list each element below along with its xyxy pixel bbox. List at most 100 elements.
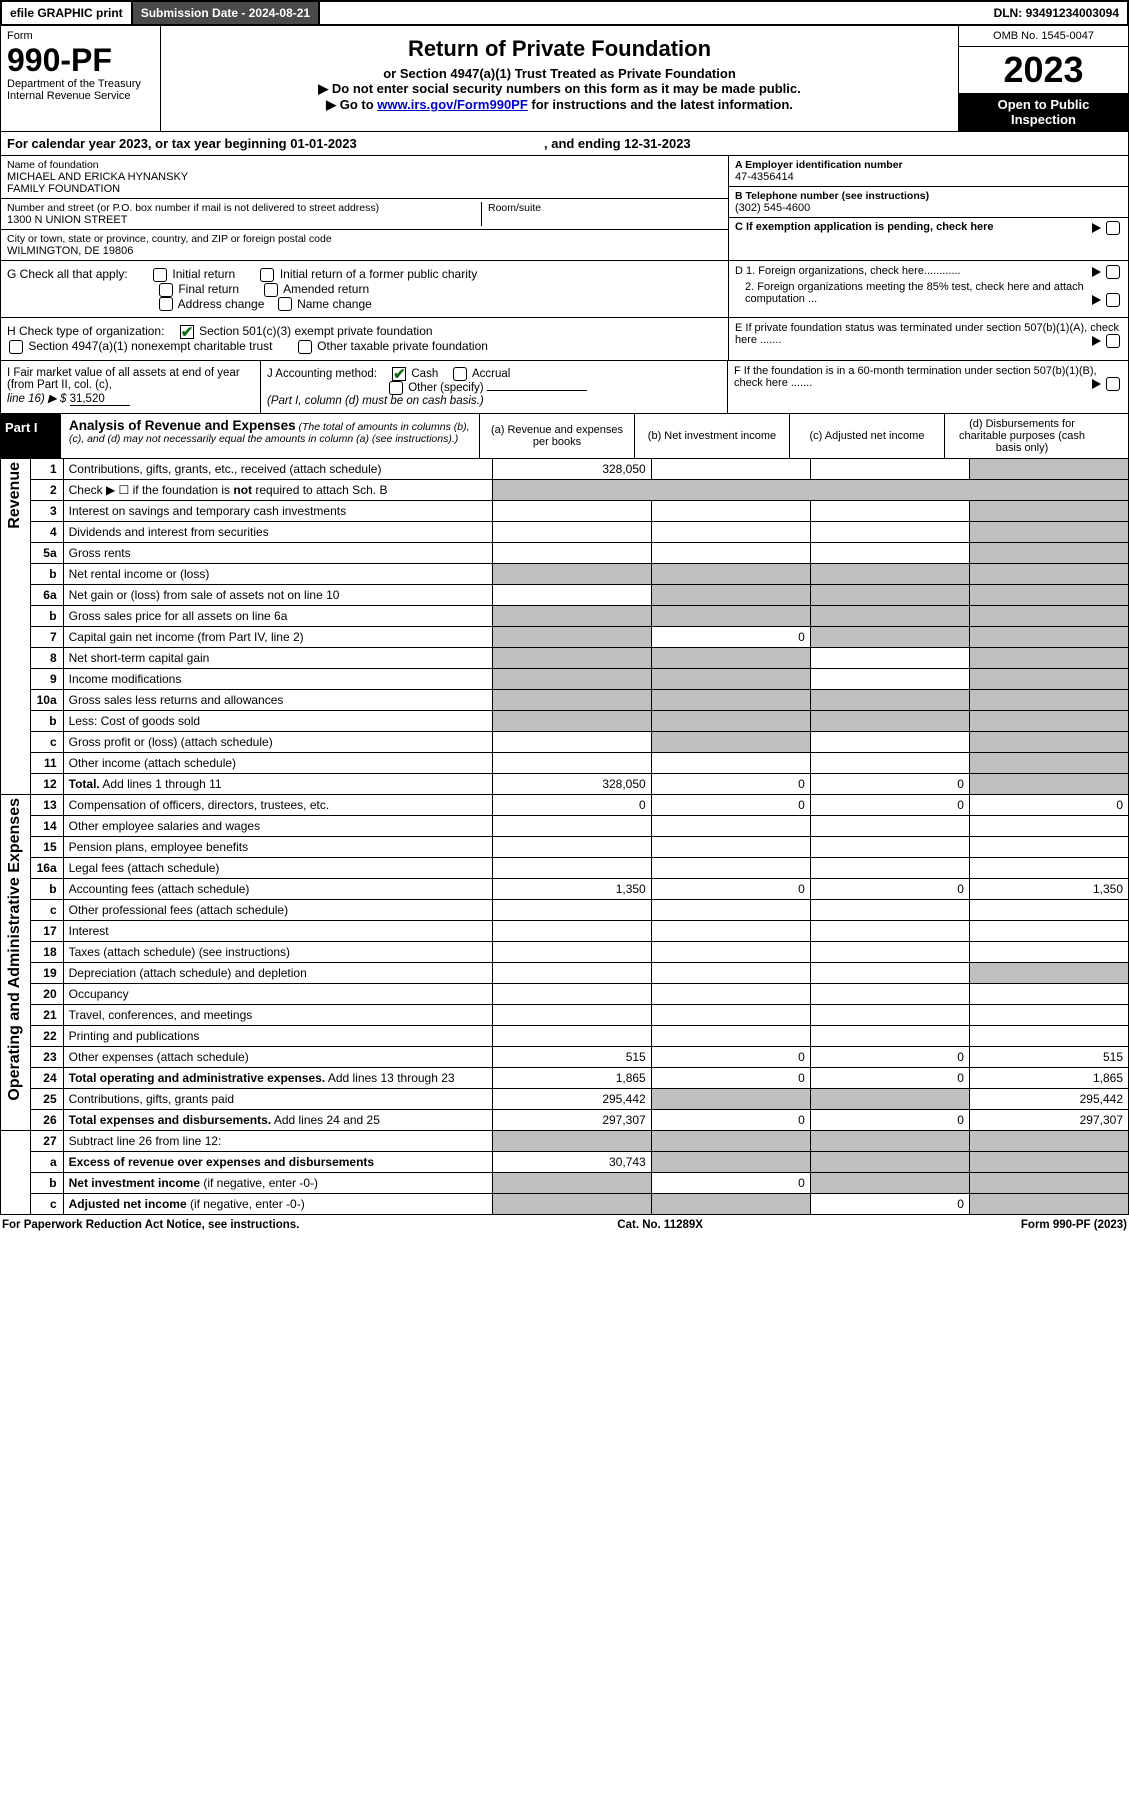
cal-pre: For calendar year 2023, or tax year begi…	[7, 136, 290, 151]
line-desc: Contributions, gifts, grants paid	[63, 1089, 492, 1110]
g-address-checkbox[interactable]	[159, 297, 173, 311]
dln-value: 93491234003094	[1026, 6, 1119, 20]
amount-cell	[492, 501, 651, 522]
line-number: 16a	[30, 858, 63, 879]
c-checkbox[interactable]	[1106, 221, 1120, 235]
header-left: Form 990-PF Department of the Treasury I…	[1, 26, 161, 131]
line-number: 7	[30, 627, 63, 648]
amount-cell	[810, 522, 969, 543]
amount-cell	[492, 900, 651, 921]
g-initial: Initial return	[172, 267, 235, 281]
g-initial-former-checkbox[interactable]	[260, 268, 274, 282]
dept-irs: Internal Revenue Service	[7, 90, 154, 102]
table-row: 6aNet gain or (loss) from sale of assets…	[1, 585, 1129, 606]
amount-cell	[651, 522, 810, 543]
line-number: 26	[30, 1110, 63, 1131]
goto-link[interactable]: www.irs.gov/Form990PF	[377, 97, 528, 112]
side-empty	[1, 1131, 31, 1215]
amount-cell: 297,307	[969, 1110, 1128, 1131]
amount-cell: 328,050	[492, 459, 651, 480]
line-desc: Other employee salaries and wages	[63, 816, 492, 837]
amount-cell	[492, 543, 651, 564]
i-label-1: I Fair market value of all assets at end…	[7, 367, 240, 391]
h-4947-checkbox[interactable]	[9, 340, 23, 354]
amount-cell	[651, 669, 810, 690]
amount-cell	[810, 543, 969, 564]
amount-cell	[810, 648, 969, 669]
amount-cell: 297,307	[492, 1110, 651, 1131]
amount-cell	[810, 942, 969, 963]
table-row: Revenue1Contributions, gifts, grants, et…	[1, 459, 1129, 480]
i-label-2: line 16) ▶ $	[7, 393, 66, 405]
amount-cell	[492, 711, 651, 732]
amount-cell: 0	[651, 1068, 810, 1089]
table-row: 8Net short-term capital gain	[1, 648, 1129, 669]
f-checkbox[interactable]	[1106, 377, 1120, 391]
g-address: Address change	[178, 297, 265, 311]
g-final-checkbox[interactable]	[159, 283, 173, 297]
part1-title-block: Part I Analysis of Revenue and Expenses …	[1, 414, 479, 458]
table-row: 24Total operating and administrative exp…	[1, 1068, 1129, 1089]
amount-cell	[969, 732, 1128, 753]
amount-cell: 0	[810, 1110, 969, 1131]
j-accrual-checkbox[interactable]	[453, 367, 467, 381]
g-final: Final return	[178, 282, 239, 296]
amount-cell	[651, 1152, 810, 1173]
amount-cell	[969, 753, 1128, 774]
h-501c3-checkbox[interactable]	[180, 325, 194, 339]
footer-right: Form 990-PF (2023)	[1021, 1219, 1127, 1231]
e-checkbox[interactable]	[1106, 334, 1120, 348]
noamt-cell	[492, 480, 1128, 501]
c-label: C If exemption application is pending, c…	[735, 221, 994, 233]
amount-cell	[492, 732, 651, 753]
amount-cell	[492, 963, 651, 984]
amount-cell	[969, 543, 1128, 564]
name-label: Name of foundation	[7, 159, 722, 171]
amount-cell	[810, 1152, 969, 1173]
d1-checkbox[interactable]	[1106, 265, 1120, 279]
line-desc: Excess of revenue over expenses and disb…	[63, 1152, 492, 1173]
line-number: 22	[30, 1026, 63, 1047]
efile-print-button[interactable]: efile GRAPHIC print	[2, 2, 133, 24]
amount-cell: 1,865	[969, 1068, 1128, 1089]
line-number: 19	[30, 963, 63, 984]
side-label: Revenue	[6, 462, 24, 529]
amount-cell	[492, 1194, 651, 1215]
col-d-header: (d) Disbursements for charitable purpose…	[944, 414, 1099, 458]
g-name-checkbox[interactable]	[278, 297, 292, 311]
g-initial-checkbox[interactable]	[153, 268, 167, 282]
line-desc: Legal fees (attach schedule)	[63, 858, 492, 879]
amount-cell: 0	[810, 1047, 969, 1068]
amount-cell	[651, 921, 810, 942]
line-desc: Other income (attach schedule)	[63, 753, 492, 774]
amount-cell: 1,350	[969, 879, 1128, 900]
i-section: I Fair market value of all assets at end…	[1, 361, 261, 413]
table-row: bGross sales price for all assets on lin…	[1, 606, 1129, 627]
tel-cell: B Telephone number (see instructions) (3…	[729, 187, 1128, 218]
amount-cell	[810, 816, 969, 837]
amount-cell: 0	[492, 795, 651, 816]
line-desc: Total. Add lines 1 through 11	[63, 774, 492, 795]
table-row: Operating and Administrative Expenses13C…	[1, 795, 1129, 816]
line-number: 20	[30, 984, 63, 1005]
table-row: 15Pension plans, employee benefits	[1, 837, 1129, 858]
d1-row: D 1. Foreign organizations, check here..…	[735, 265, 1122, 277]
g-amended-checkbox[interactable]	[264, 283, 278, 297]
h-other-checkbox[interactable]	[298, 340, 312, 354]
j-other-checkbox[interactable]	[389, 381, 403, 395]
g-d-row: G Check all that apply: Initial return I…	[0, 261, 1129, 318]
amount-cell	[492, 858, 651, 879]
d2-checkbox[interactable]	[1106, 293, 1120, 307]
goto-pre: ▶ Go to	[326, 97, 377, 112]
amount-cell	[651, 1194, 810, 1215]
amount-cell	[810, 669, 969, 690]
line-desc: Net gain or (loss) from sale of assets n…	[63, 585, 492, 606]
j-cash-checkbox[interactable]	[392, 367, 406, 381]
amount-cell	[651, 711, 810, 732]
amount-cell: 0	[651, 1110, 810, 1131]
table-row: 16aLegal fees (attach schedule)	[1, 858, 1129, 879]
form-number: 990-PF	[7, 44, 154, 76]
tel-label: B Telephone number (see instructions)	[735, 190, 1122, 202]
amount-cell	[492, 816, 651, 837]
part1-label: Part I	[1, 414, 42, 441]
